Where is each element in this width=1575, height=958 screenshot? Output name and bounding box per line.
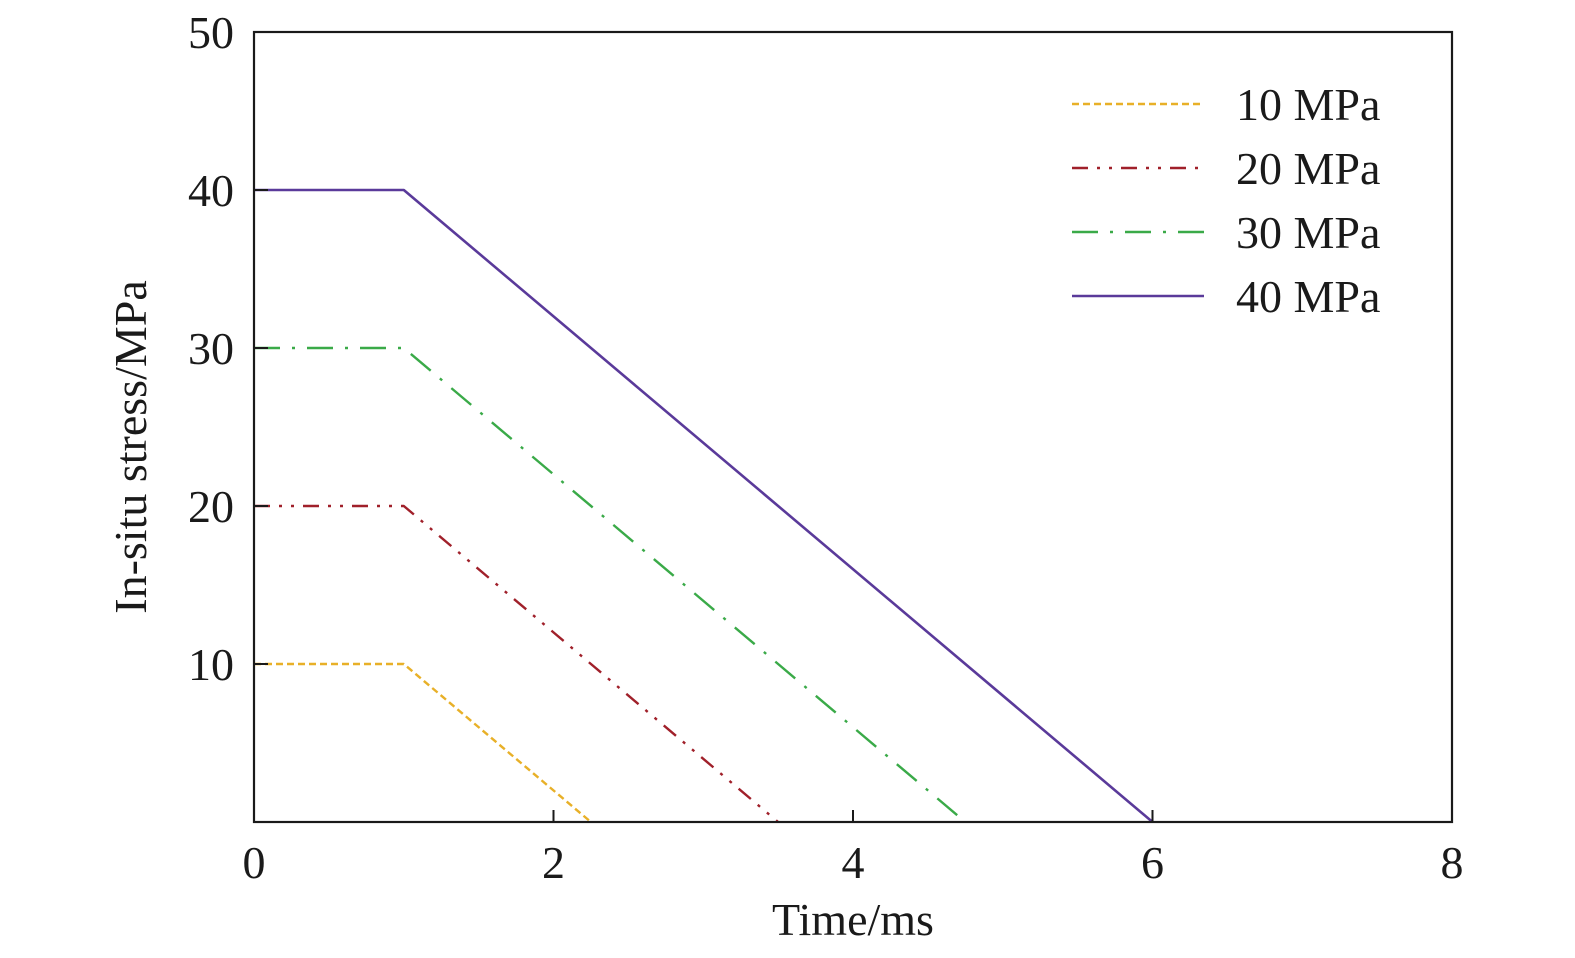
x-tick-label: 2: [542, 837, 565, 888]
y-axis-title: In-situ stress/MPa: [105, 280, 156, 614]
legend-label-2: 20 MPa: [1236, 143, 1380, 194]
x-tick-label: 0: [243, 837, 266, 888]
x-axis-title: Time/ms: [772, 894, 934, 945]
legend-label-1: 10 MPa: [1236, 79, 1380, 130]
axes: 0 2 4 6 8 10 20 30 40 50: [188, 7, 1464, 888]
y-tick-label: 50: [188, 7, 234, 58]
series-line-4: [254, 188, 1154, 823]
y-tick-label: 20: [188, 481, 234, 532]
series-line-1: [254, 662, 592, 823]
x-tick-label: 4: [842, 837, 865, 888]
y-tick-label: 10: [188, 639, 234, 690]
plot-area: [254, 188, 1154, 823]
x-tick-label: 8: [1441, 837, 1464, 888]
x-tick-label: 6: [1141, 837, 1164, 888]
legend-label-3: 30 MPa: [1236, 207, 1380, 258]
series-line-2: [254, 504, 779, 823]
legend: 10 MPa 20 MPa 30 MPa 40 MPa: [1072, 79, 1380, 322]
y-tick-label: 30: [188, 323, 234, 374]
y-tick-label: 40: [188, 165, 234, 216]
legend-label-4: 40 MPa: [1236, 271, 1380, 322]
series-line-3: [254, 346, 967, 823]
